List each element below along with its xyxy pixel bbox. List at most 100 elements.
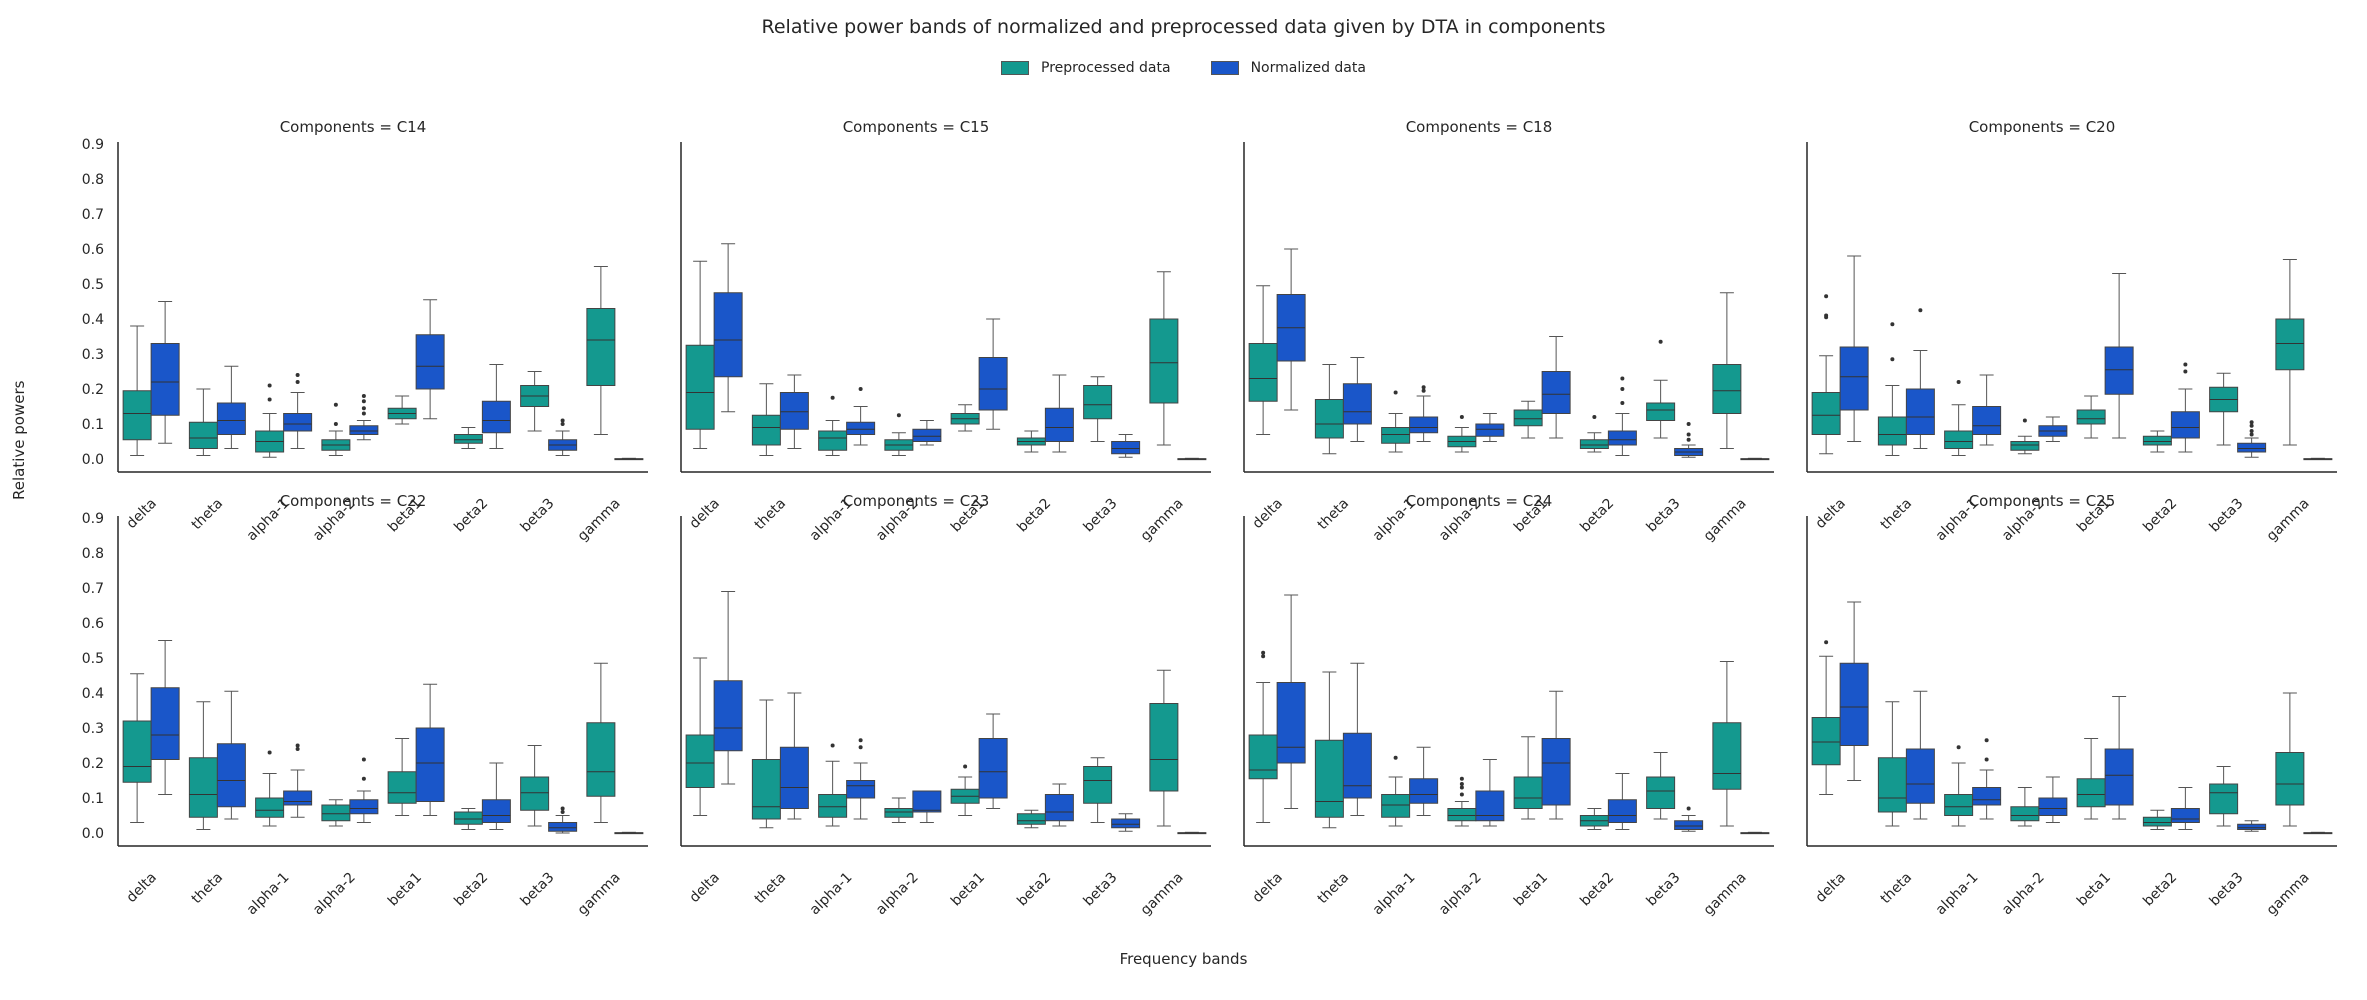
outlier-point [361, 406, 366, 411]
box-preprocessed [1083, 766, 1113, 804]
x-tick-label: alpha-2 [310, 870, 359, 919]
x-tick-label: beta2 [1014, 870, 1054, 910]
box-preprocessed [2076, 409, 2106, 425]
x-tick-label: alpha-2 [873, 870, 922, 919]
box-normalized [1541, 371, 1571, 414]
box-normalized [283, 790, 313, 806]
box-normalized [846, 780, 876, 799]
outlier-point [361, 757, 366, 762]
box-preprocessed [1646, 776, 1676, 809]
outlier-point [1658, 339, 1663, 344]
outlier-point [2183, 362, 2188, 367]
panel-title: Components = C23 [843, 492, 990, 510]
x-tick-label: beta2 [1014, 496, 1054, 536]
box-normalized [1111, 818, 1141, 829]
outlier-point [295, 380, 300, 384]
box-normalized [978, 357, 1008, 411]
box-preprocessed [453, 811, 483, 825]
box-preprocessed [2142, 435, 2172, 446]
box-preprocessed [818, 794, 848, 818]
box-normalized [415, 334, 445, 390]
y-tick-label: 0.0 [82, 452, 104, 468]
outlier-point [1261, 654, 1266, 659]
y-tick-label: 0.4 [82, 312, 104, 328]
x-tick-label: beta3 [1081, 870, 1121, 910]
box-normalized [846, 421, 876, 435]
box-normalized [1905, 748, 1935, 804]
x-tick-label: gamma [1138, 496, 1187, 545]
outlier-point [1824, 640, 1829, 645]
box-normalized [2237, 823, 2267, 830]
box-normalized [2237, 442, 2267, 453]
panel-title: Components = C18 [1406, 118, 1553, 136]
box-preprocessed [1646, 402, 1676, 421]
x-tick-label: alpha-1 [1933, 870, 1982, 919]
y-tick-label: 0.2 [82, 756, 104, 772]
outlier-point [1956, 380, 1961, 384]
outlier-point [1620, 376, 1625, 381]
box-preprocessed [1083, 385, 1113, 420]
outlier-point [267, 750, 272, 755]
box-preprocessed [1811, 392, 1841, 435]
box-preprocessed [1877, 757, 1907, 813]
box-preprocessed [387, 771, 417, 804]
box-normalized [2104, 748, 2134, 806]
box-normalized [283, 413, 313, 432]
y-tick-label: 0.4 [82, 686, 104, 702]
box-preprocessed [884, 808, 914, 818]
x-tick-label: beta2 [451, 870, 491, 910]
box-preprocessed [1149, 703, 1179, 792]
outlier-point [1620, 401, 1625, 405]
box-preprocessed [2275, 318, 2305, 371]
box-normalized [779, 746, 809, 809]
box-normalized [1342, 732, 1372, 799]
outlier-point [1261, 650, 1266, 655]
x-tick-label: delta [687, 496, 723, 532]
box-preprocessed [188, 421, 218, 449]
x-tick-label: alpha-1 [807, 870, 856, 919]
x-tick-label: theta [189, 870, 227, 908]
x-tick-label: beta1 [2074, 870, 2114, 910]
box-preprocessed [1016, 813, 1046, 825]
x-tick-label: theta [752, 870, 790, 908]
outlier-point [1686, 437, 1691, 442]
y-tick-label: 0.3 [82, 721, 104, 737]
outlier-point [830, 395, 835, 400]
x-tick-label: alpha-1 [244, 870, 293, 919]
outlier-point [2249, 432, 2254, 437]
box-normalized [216, 402, 246, 435]
box-preprocessed [1712, 364, 1742, 414]
x-tick-label: beta3 [2207, 870, 2247, 910]
box-normalized [548, 822, 578, 832]
box-preprocessed [1381, 427, 1411, 444]
box-preprocessed [1513, 776, 1543, 809]
box-preprocessed [520, 776, 550, 811]
x-tick-label: theta [1878, 496, 1916, 534]
box-preprocessed [321, 804, 351, 822]
outlier-point [1620, 387, 1625, 391]
panel-title: Components = C22 [280, 492, 427, 510]
outlier-point [295, 373, 300, 377]
box-preprocessed [818, 430, 848, 451]
box-preprocessed [1513, 409, 1543, 427]
outlier-point [267, 397, 272, 402]
legend-label-preprocessed: Preprocessed data [1041, 60, 1171, 76]
box-preprocessed [751, 414, 781, 446]
box-preprocessed [685, 734, 715, 788]
box-normalized [713, 292, 743, 378]
x-tick-label: delta [124, 496, 160, 532]
box-normalized [1905, 388, 1935, 435]
x-tick-label: alpha-1 [1370, 870, 1419, 919]
legend-item-normalized: Normalized data [1210, 60, 1366, 76]
x-tick-label: delta [687, 870, 723, 906]
outlier-point [2022, 418, 2027, 423]
outlier-point [2249, 423, 2254, 428]
outlier-point [361, 399, 366, 404]
x-tick-label: beta2 [1577, 870, 1617, 910]
box-normalized [912, 428, 942, 442]
y-tick-label: 0.9 [82, 137, 104, 153]
box-normalized [912, 790, 942, 813]
chart-title: Relative power bands of normalized and p… [761, 16, 1606, 38]
outlier-point [1890, 322, 1895, 327]
